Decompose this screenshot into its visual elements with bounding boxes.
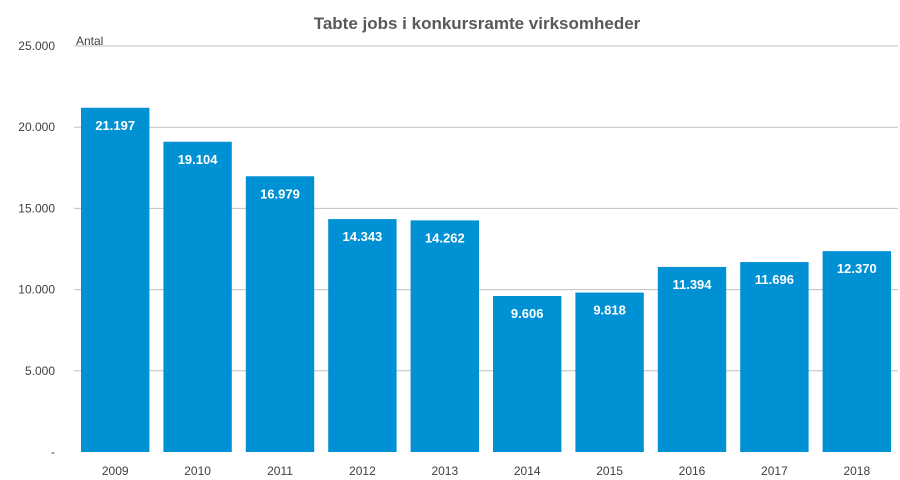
x-tick-label: 2009 — [102, 464, 129, 478]
x-tick-label: 2016 — [679, 464, 706, 478]
chart-title: Tabte jobs i konkursramte virksomheder — [314, 14, 641, 33]
x-tick-label: 2013 — [431, 464, 458, 478]
data-label: 12.370 — [837, 261, 877, 276]
y-tick-label: 5.000 — [25, 364, 55, 378]
bar — [575, 292, 644, 452]
x-tick-label: 2010 — [184, 464, 211, 478]
data-label: 9.606 — [511, 306, 544, 321]
x-tick-label: 2015 — [596, 464, 623, 478]
data-label: 14.262 — [425, 230, 465, 245]
y-axis-ticks: - 5.000 10.000 15.000 20.000 25.000 — [18, 39, 55, 459]
data-labels: 21.197 19.104 16.979 14.343 14.262 9.606 9.818… — [95, 118, 876, 321]
y-tick-label: 25.000 — [18, 39, 55, 53]
data-label: 14.343 — [343, 229, 383, 244]
bar — [245, 176, 315, 452]
y-tick-label: 15.000 — [18, 201, 55, 215]
bar — [163, 141, 232, 452]
data-label: 21.197 — [95, 118, 135, 133]
bar — [493, 295, 562, 452]
x-tick-label: 2018 — [843, 464, 870, 478]
y-tick-label: 20.000 — [18, 120, 55, 134]
data-label: 19.104 — [178, 152, 219, 167]
x-axis-ticks: 2009 2010 2011 2012 2013 2014 2015 2016 2017 2018 — [102, 464, 871, 478]
data-label: 11.696 — [755, 272, 794, 287]
bar — [328, 219, 397, 452]
data-label: 9.818 — [593, 303, 626, 318]
bar — [410, 220, 479, 452]
x-tick-label: 2014 — [514, 464, 541, 478]
bar — [740, 262, 809, 452]
data-label: 11.394 — [672, 277, 712, 292]
y-axis-label: Antal — [76, 34, 103, 48]
y-tick-label: 10.000 — [18, 283, 55, 297]
bar — [81, 107, 150, 453]
data-label: 16.979 — [260, 186, 300, 201]
bars — [81, 107, 891, 453]
bar — [822, 251, 891, 452]
x-tick-label: 2011 — [267, 464, 293, 478]
x-tick-label: 2012 — [349, 464, 376, 478]
bar — [657, 266, 727, 452]
x-tick-label: 2017 — [761, 464, 788, 478]
y-tick-label: - — [51, 445, 55, 459]
